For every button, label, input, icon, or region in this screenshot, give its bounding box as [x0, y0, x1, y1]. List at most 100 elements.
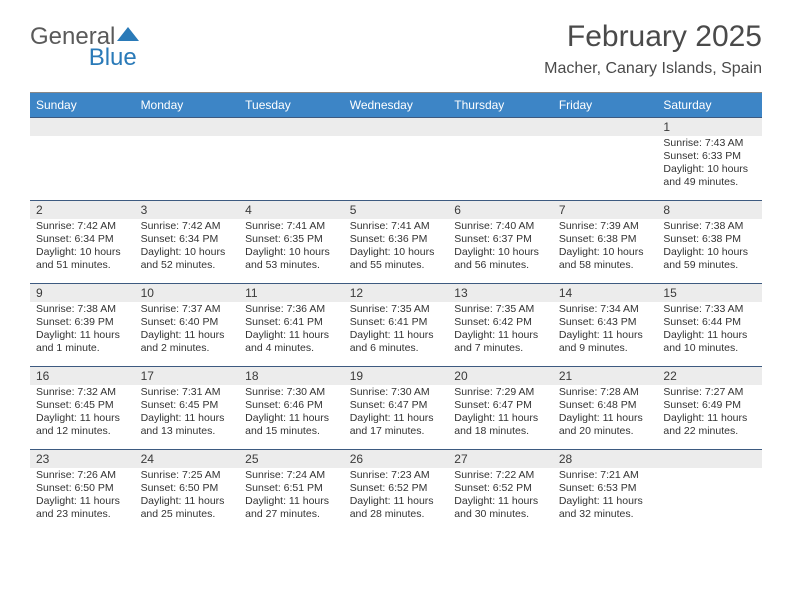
daylight-text: Daylight: 11 hours and 30 minutes. [454, 495, 547, 521]
day-number: 26 [344, 450, 449, 468]
daylight-text: Daylight: 11 hours and 12 minutes. [36, 412, 129, 438]
sunset-text: Sunset: 6:38 PM [663, 233, 756, 246]
day-detail: Sunrise: 7:23 AMSunset: 6:52 PMDaylight:… [344, 468, 449, 526]
day-cell: 11Sunrise: 7:36 AMSunset: 6:41 PMDayligh… [239, 284, 344, 366]
daylight-text: Daylight: 11 hours and 32 minutes. [559, 495, 652, 521]
day-detail: Sunrise: 7:22 AMSunset: 6:52 PMDaylight:… [448, 468, 553, 526]
day-number [135, 118, 240, 136]
day-cell: 28Sunrise: 7:21 AMSunset: 6:53 PMDayligh… [553, 450, 658, 532]
sunset-text: Sunset: 6:43 PM [559, 316, 652, 329]
day-number [448, 118, 553, 136]
day-number: 11 [239, 284, 344, 302]
day-number: 13 [448, 284, 553, 302]
day-detail: Sunrise: 7:30 AMSunset: 6:46 PMDaylight:… [239, 385, 344, 443]
day-number: 10 [135, 284, 240, 302]
day-cell: 27Sunrise: 7:22 AMSunset: 6:52 PMDayligh… [448, 450, 553, 532]
sunset-text: Sunset: 6:47 PM [454, 399, 547, 412]
daylight-text: Daylight: 11 hours and 10 minutes. [663, 329, 756, 355]
sunrise-text: Sunrise: 7:28 AM [559, 386, 652, 399]
week-row: 9Sunrise: 7:38 AMSunset: 6:39 PMDaylight… [30, 283, 762, 366]
day-detail: Sunrise: 7:24 AMSunset: 6:51 PMDaylight:… [239, 468, 344, 526]
sunrise-text: Sunrise: 7:30 AM [245, 386, 338, 399]
sunrise-text: Sunrise: 7:37 AM [141, 303, 234, 316]
day-detail: Sunrise: 7:32 AMSunset: 6:45 PMDaylight:… [30, 385, 135, 443]
sunset-text: Sunset: 6:33 PM [663, 150, 756, 163]
week-row: 1Sunrise: 7:43 AMSunset: 6:33 PMDaylight… [30, 117, 762, 200]
sunrise-text: Sunrise: 7:42 AM [36, 220, 129, 233]
daylight-text: Daylight: 11 hours and 13 minutes. [141, 412, 234, 438]
logo-text-b: Blue [89, 44, 137, 71]
day-detail: Sunrise: 7:38 AMSunset: 6:39 PMDaylight:… [30, 302, 135, 360]
daylight-text: Daylight: 11 hours and 20 minutes. [559, 412, 652, 438]
sunset-text: Sunset: 6:44 PM [663, 316, 756, 329]
sunrise-text: Sunrise: 7:39 AM [559, 220, 652, 233]
day-number: 4 [239, 201, 344, 219]
day-number: 21 [553, 367, 658, 385]
daylight-text: Daylight: 10 hours and 49 minutes. [663, 163, 756, 189]
sunrise-text: Sunrise: 7:26 AM [36, 469, 129, 482]
day-header-tuesday: Tuesday [239, 93, 344, 117]
sunset-text: Sunset: 6:37 PM [454, 233, 547, 246]
daylight-text: Daylight: 11 hours and 23 minutes. [36, 495, 129, 521]
daylight-text: Daylight: 10 hours and 55 minutes. [350, 246, 443, 272]
day-cell: 26Sunrise: 7:23 AMSunset: 6:52 PMDayligh… [344, 450, 449, 532]
day-detail: Sunrise: 7:37 AMSunset: 6:40 PMDaylight:… [135, 302, 240, 360]
day-header-saturday: Saturday [657, 93, 762, 117]
day-number: 3 [135, 201, 240, 219]
day-number: 25 [239, 450, 344, 468]
day-cell: 24Sunrise: 7:25 AMSunset: 6:50 PMDayligh… [135, 450, 240, 532]
day-cell: 6Sunrise: 7:40 AMSunset: 6:37 PMDaylight… [448, 201, 553, 283]
day-header-row: SundayMondayTuesdayWednesdayThursdayFrid… [30, 93, 762, 117]
daylight-text: Daylight: 11 hours and 15 minutes. [245, 412, 338, 438]
day-detail: Sunrise: 7:42 AMSunset: 6:34 PMDaylight:… [30, 219, 135, 277]
day-number: 14 [553, 284, 658, 302]
day-cell: 25Sunrise: 7:24 AMSunset: 6:51 PMDayligh… [239, 450, 344, 532]
day-cell: 21Sunrise: 7:28 AMSunset: 6:48 PMDayligh… [553, 367, 658, 449]
calendar: SundayMondayTuesdayWednesdayThursdayFrid… [30, 92, 762, 532]
day-cell: 14Sunrise: 7:34 AMSunset: 6:43 PMDayligh… [553, 284, 658, 366]
daylight-text: Daylight: 11 hours and 25 minutes. [141, 495, 234, 521]
day-cell [344, 118, 449, 200]
day-number: 27 [448, 450, 553, 468]
day-cell [135, 118, 240, 200]
sunset-text: Sunset: 6:42 PM [454, 316, 547, 329]
day-number: 15 [657, 284, 762, 302]
day-number: 6 [448, 201, 553, 219]
day-cell: 2Sunrise: 7:42 AMSunset: 6:34 PMDaylight… [30, 201, 135, 283]
location: Macher, Canary Islands, Spain [544, 60, 762, 78]
sunrise-text: Sunrise: 7:33 AM [663, 303, 756, 316]
sunset-text: Sunset: 6:35 PM [245, 233, 338, 246]
day-detail: Sunrise: 7:39 AMSunset: 6:38 PMDaylight:… [553, 219, 658, 277]
daylight-text: Daylight: 10 hours and 53 minutes. [245, 246, 338, 272]
sunrise-text: Sunrise: 7:35 AM [350, 303, 443, 316]
day-cell: 4Sunrise: 7:41 AMSunset: 6:35 PMDaylight… [239, 201, 344, 283]
sunset-text: Sunset: 6:34 PM [141, 233, 234, 246]
logo-line2: GeneBlue [30, 44, 137, 72]
day-cell: 20Sunrise: 7:29 AMSunset: 6:47 PMDayligh… [448, 367, 553, 449]
sunset-text: Sunset: 6:40 PM [141, 316, 234, 329]
title-block: February 2025 Macher, Canary Islands, Sp… [544, 20, 762, 78]
day-detail: Sunrise: 7:26 AMSunset: 6:50 PMDaylight:… [30, 468, 135, 526]
day-detail: Sunrise: 7:35 AMSunset: 6:42 PMDaylight:… [448, 302, 553, 360]
day-cell: 12Sunrise: 7:35 AMSunset: 6:41 PMDayligh… [344, 284, 449, 366]
day-detail: Sunrise: 7:41 AMSunset: 6:35 PMDaylight:… [239, 219, 344, 277]
sunset-text: Sunset: 6:50 PM [36, 482, 129, 495]
day-cell: 13Sunrise: 7:35 AMSunset: 6:42 PMDayligh… [448, 284, 553, 366]
daylight-text: Daylight: 10 hours and 59 minutes. [663, 246, 756, 272]
day-detail: Sunrise: 7:36 AMSunset: 6:41 PMDaylight:… [239, 302, 344, 360]
day-detail: Sunrise: 7:43 AMSunset: 6:33 PMDaylight:… [657, 136, 762, 194]
day-header-sunday: Sunday [30, 93, 135, 117]
sunrise-text: Sunrise: 7:22 AM [454, 469, 547, 482]
day-cell: 1Sunrise: 7:43 AMSunset: 6:33 PMDaylight… [657, 118, 762, 200]
daylight-text: Daylight: 11 hours and 28 minutes. [350, 495, 443, 521]
day-detail: Sunrise: 7:29 AMSunset: 6:47 PMDaylight:… [448, 385, 553, 443]
day-cell: 8Sunrise: 7:38 AMSunset: 6:38 PMDaylight… [657, 201, 762, 283]
day-detail: Sunrise: 7:35 AMSunset: 6:41 PMDaylight:… [344, 302, 449, 360]
sunrise-text: Sunrise: 7:23 AM [350, 469, 443, 482]
day-detail: Sunrise: 7:42 AMSunset: 6:34 PMDaylight:… [135, 219, 240, 277]
daylight-text: Daylight: 10 hours and 52 minutes. [141, 246, 234, 272]
day-detail: Sunrise: 7:28 AMSunset: 6:48 PMDaylight:… [553, 385, 658, 443]
sunset-text: Sunset: 6:47 PM [350, 399, 443, 412]
daylight-text: Daylight: 11 hours and 7 minutes. [454, 329, 547, 355]
day-number: 16 [30, 367, 135, 385]
